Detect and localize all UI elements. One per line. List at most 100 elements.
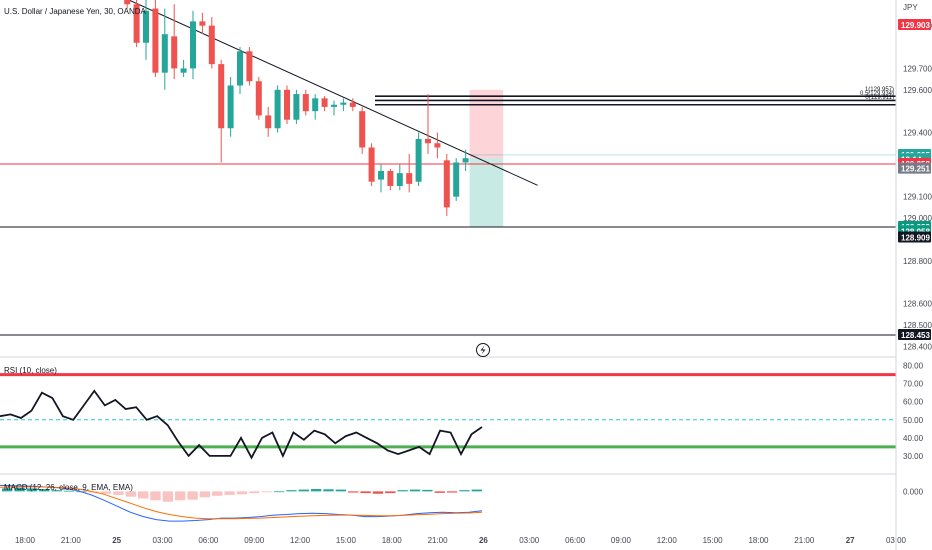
time-tick-label: 15:00: [336, 536, 357, 545]
rsi-label: RSI (10, close): [4, 366, 57, 375]
price-tick-label: 129.700: [903, 64, 932, 73]
macd-histogram-bar: [224, 491, 235, 495]
candle-body: [359, 111, 366, 148]
candle-body: [199, 21, 206, 26]
price-tag-label: 128.909: [901, 234, 930, 243]
symbol-title: U.S. Dollar / Japanese Yen, 30, OANDA: [4, 7, 147, 16]
time-tick-label: 03:00: [153, 536, 174, 545]
candle-body: [293, 94, 300, 120]
replay-icon[interactable]: [476, 343, 490, 357]
candle-body: [171, 36, 178, 69]
macd-histogram-bar: [199, 491, 211, 498]
candle-body: [349, 102, 356, 107]
candle-body: [321, 98, 328, 107]
price-tick-label: 128.400: [903, 342, 932, 351]
macd-histogram-bar: [323, 489, 334, 492]
macd-histogram-bar: [175, 491, 186, 501]
rsi-line: [0, 389, 483, 460]
macd-histogram-bar: [261, 491, 272, 493]
macd-histogram-bar: [409, 489, 421, 492]
rsi-tick-label: 80.00: [903, 362, 924, 371]
time-tick-label: 12:00: [290, 536, 311, 545]
macd-histogram-bar: [335, 489, 347, 492]
macd-histogram-bar: [471, 489, 482, 492]
price-tag: [898, 231, 931, 243]
price-tag-label: 129.251: [901, 165, 930, 174]
macd-histogram-bar: [273, 491, 285, 493]
candle-body: [415, 138, 422, 182]
currency-label: JPY: [903, 3, 918, 12]
macd-signal-line: [0, 486, 483, 520]
candle-body: [237, 51, 243, 86]
macd-histogram-bar: [137, 491, 149, 499]
macd-histogram-bar: [26, 488, 38, 492]
macd-histogram-bar: [286, 490, 297, 492]
time-tick-label: 18:00: [382, 536, 403, 545]
candle-body: [190, 21, 196, 69]
macd-histogram-bar: [39, 488, 50, 492]
time-tick-label: 21:00: [428, 536, 449, 545]
time-tick-label: 15:00: [703, 536, 724, 545]
price-tick-label: 129.400: [903, 129, 932, 138]
candle-body: [246, 51, 253, 82]
macd-histogram-bar: [434, 491, 445, 493]
price-tag-label: 128.453: [901, 331, 930, 340]
macd-histogram-bar: [360, 491, 371, 494]
candle-body: [396, 173, 403, 186]
macd-histogram-bar: [14, 487, 25, 492]
rsi-tick-label: 50.00: [903, 416, 924, 425]
candle-body: [453, 162, 460, 197]
macd-tick-label: 0.000: [903, 487, 924, 496]
time-tick-label: 06:00: [198, 536, 219, 545]
candle-body: [227, 85, 234, 129]
macd-histogram-bar: [150, 491, 161, 501]
fib-level-label: 0(129.911): [865, 95, 894, 101]
candle-body: [274, 89, 281, 129]
candle-body: [368, 147, 375, 182]
time-tick-label: 21:00: [61, 536, 82, 545]
candle-body: [133, 4, 140, 43]
price-tag-label: 129.903: [901, 21, 930, 30]
price-tick-label: 129.600: [903, 86, 932, 95]
macd-histogram-bar: [310, 488, 322, 492]
candle-body: [255, 81, 262, 116]
candle-body: [406, 173, 413, 184]
time-tick-label: 21:00: [794, 536, 815, 545]
candle-body: [143, 10, 149, 43]
macd-histogram-bar: [100, 491, 112, 494]
macd-histogram-bar: [2, 488, 13, 492]
macd-histogram-bar: [249, 491, 260, 494]
time-tick-label: 03:00: [519, 536, 540, 545]
candle-body: [152, 8, 159, 73]
candle-body: [462, 158, 469, 163]
candle-body: [284, 89, 290, 120]
candle-body: [218, 64, 225, 129]
time-tick-label: 18:00: [748, 536, 769, 545]
macd-histogram-bar: [162, 491, 174, 502]
candle-body: [340, 102, 347, 105]
candle-body: [443, 160, 450, 208]
macd-histogram-bar: [348, 491, 359, 493]
macd-histogram-bar: [187, 491, 198, 500]
time-tick-label: 09:00: [244, 536, 265, 545]
candle-body: [312, 98, 319, 112]
macd-histogram-bar: [422, 489, 433, 492]
macd-histogram-bar: [459, 490, 470, 492]
rsi-tick-label: 70.00: [903, 380, 924, 389]
time-tick-label: 12:00: [657, 536, 678, 545]
macd-histogram-bar: [63, 490, 75, 492]
rsi-tick-label: 30.00: [903, 452, 924, 461]
candle-body: [434, 143, 441, 148]
time-tick-label: 06:00: [565, 536, 586, 545]
candle-body: [124, 0, 131, 5]
macd-histogram-bar: [372, 491, 384, 494]
price-tick-label: 129.000: [903, 214, 932, 223]
price-tag: [898, 162, 931, 174]
macd-histogram-bar: [397, 490, 408, 492]
macd-histogram-bar: [125, 491, 136, 497]
macd-label: MACD (12, 26, close, 9, EMA, EMA): [4, 483, 133, 492]
macd-histogram-bar: [385, 491, 396, 494]
rsi-tick-label: 40.00: [903, 434, 924, 443]
rsi-tick-label: 60.00: [903, 398, 924, 407]
